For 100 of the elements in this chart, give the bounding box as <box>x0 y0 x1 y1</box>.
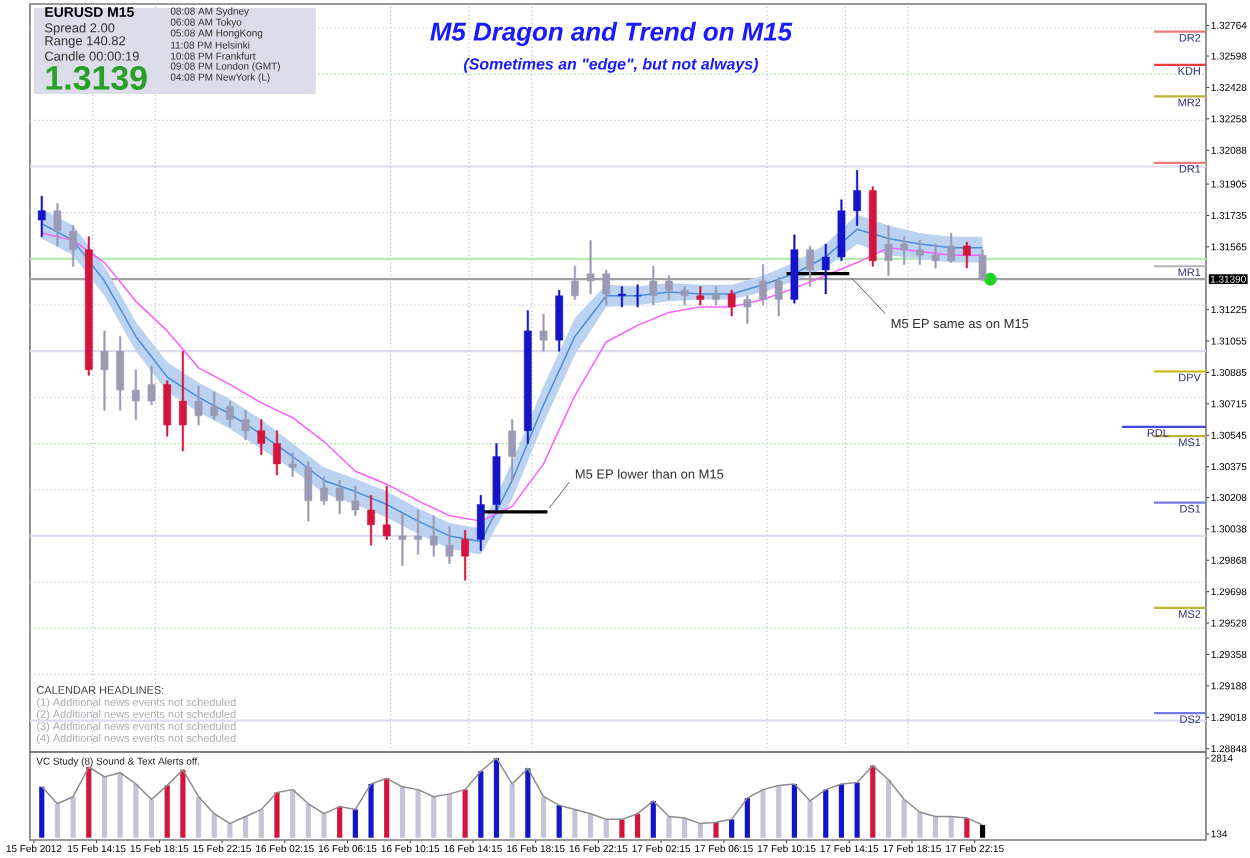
candlestick <box>649 266 658 306</box>
bar <box>791 783 797 838</box>
bar <box>384 778 390 838</box>
candlestick <box>257 419 266 455</box>
candlestick <box>398 513 407 566</box>
bar <box>337 806 343 838</box>
bar <box>823 789 829 838</box>
bar <box>901 799 907 838</box>
candlestick <box>665 275 673 300</box>
candlestick <box>382 485 391 540</box>
bar <box>556 805 562 838</box>
bar <box>321 813 327 838</box>
bar <box>180 769 186 838</box>
candlestick <box>335 480 344 514</box>
candlestick <box>743 295 752 324</box>
bar <box>760 789 766 838</box>
candlestick <box>853 169 861 226</box>
candlestick <box>618 286 626 308</box>
bar <box>415 789 421 838</box>
candlestick <box>304 461 313 522</box>
bar <box>666 816 672 838</box>
bar <box>54 803 61 838</box>
candlestick <box>602 269 611 306</box>
bar <box>776 785 782 838</box>
bar <box>462 789 468 838</box>
candlestick <box>837 199 846 261</box>
candlestick <box>492 443 501 511</box>
candlestick <box>226 400 234 428</box>
candlestick <box>241 410 250 441</box>
candlestick <box>429 515 438 557</box>
candlestick <box>351 485 360 516</box>
bar <box>133 783 139 838</box>
candlestick <box>131 369 140 420</box>
bar <box>290 789 296 838</box>
bar <box>917 812 923 838</box>
candlestick <box>821 243 830 295</box>
candlestick <box>900 236 909 265</box>
bar <box>525 768 531 838</box>
candlestick <box>915 240 924 265</box>
candlestick <box>461 530 469 581</box>
candlestick <box>696 286 705 306</box>
bar <box>101 776 108 838</box>
text: M5 Dragon and Trend on M15 <box>430 21 793 46</box>
candlestick <box>774 277 783 317</box>
candlestick <box>978 249 987 282</box>
bar <box>70 796 76 838</box>
candlestick <box>508 419 517 481</box>
candlestick <box>806 245 814 287</box>
bar <box>587 813 594 838</box>
candlestick <box>947 232 956 263</box>
bar <box>227 823 233 838</box>
bar <box>39 786 45 838</box>
candlestick <box>320 476 328 505</box>
candlestick <box>116 336 125 411</box>
candlestick <box>555 290 564 352</box>
candlestick <box>445 526 454 564</box>
candlestick <box>53 203 62 247</box>
candlestick <box>727 290 736 317</box>
bar <box>619 819 625 838</box>
bar <box>854 782 860 838</box>
bar <box>243 816 249 838</box>
candlestick <box>586 240 595 295</box>
bar <box>885 779 892 838</box>
bar <box>368 783 374 838</box>
bar <box>305 803 311 838</box>
bar <box>870 765 876 838</box>
candlestick <box>931 243 940 269</box>
bar <box>650 800 656 838</box>
bar <box>509 783 515 838</box>
bar <box>744 798 750 838</box>
candlestick <box>210 391 219 420</box>
bar <box>572 809 578 838</box>
candlestick <box>759 264 767 306</box>
bar <box>932 816 939 838</box>
bar <box>352 809 358 838</box>
bar <box>713 822 719 838</box>
bar <box>603 819 609 838</box>
bar <box>964 817 970 838</box>
candlestick <box>523 310 532 444</box>
candlestick <box>868 186 877 267</box>
candlestick <box>963 241 971 269</box>
bar <box>86 766 92 838</box>
bar <box>682 817 688 838</box>
bar <box>478 771 484 838</box>
candlestick <box>194 386 203 426</box>
bar <box>635 813 641 838</box>
bar <box>211 813 217 838</box>
bar <box>493 758 500 838</box>
candlestick <box>100 330 109 411</box>
candlestick <box>539 314 548 352</box>
bar <box>838 783 845 838</box>
candlestick <box>84 236 93 376</box>
bar <box>258 809 264 838</box>
candlestick <box>476 495 485 551</box>
candlestick <box>163 380 172 437</box>
candlestick <box>69 225 77 267</box>
bar <box>948 816 954 838</box>
bar <box>729 819 735 838</box>
candlestick <box>414 509 422 555</box>
candlestick <box>884 225 893 276</box>
